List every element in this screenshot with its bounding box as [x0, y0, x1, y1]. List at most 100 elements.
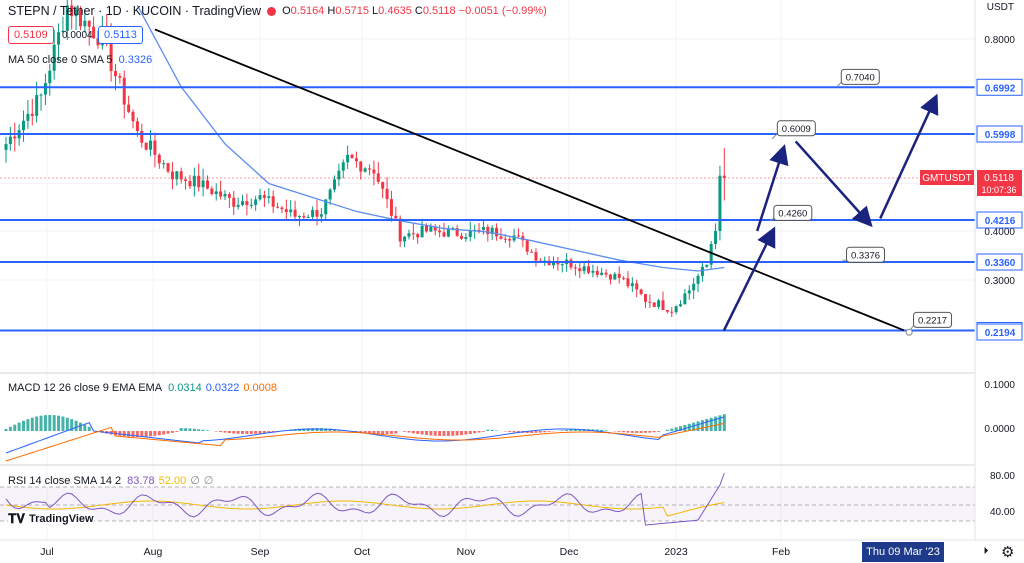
sell-button[interactable]: 0.5109	[8, 26, 54, 44]
macd-bar	[227, 431, 231, 434]
candle-body	[679, 304, 683, 307]
candle-body	[499, 236, 503, 239]
macd-bar	[262, 431, 266, 434]
candle-body	[446, 229, 450, 237]
buy-button[interactable]: 0.5113	[98, 26, 143, 44]
macd-bar	[534, 431, 538, 433]
macd-bar	[57, 415, 61, 431]
projection-arrow	[879, 93, 939, 219]
macd-bar	[420, 431, 424, 435]
macd-legend[interactable]: MACD 12 26 close 9 EMA EMA 0.0314 0.0322 0.…	[8, 382, 278, 394]
macd-bar	[83, 424, 87, 431]
macd-bar	[223, 431, 227, 433]
candle-body	[8, 136, 12, 145]
candle-body	[622, 277, 626, 279]
macd-bar	[630, 431, 634, 433]
macd-bar	[595, 429, 599, 431]
macd-bar	[8, 426, 12, 431]
candle-body	[639, 289, 643, 295]
macd-bar	[442, 431, 446, 436]
symbol-price: 0.5118	[984, 173, 1014, 184]
macd-bar	[438, 431, 442, 436]
macd-bar	[538, 431, 542, 433]
candle-body	[438, 230, 442, 233]
scroll-right-icon[interactable]: ⏵	[983, 545, 989, 557]
macd-bar	[670, 428, 674, 431]
candle-body	[718, 175, 722, 231]
candle-body	[670, 311, 674, 313]
candle-body	[442, 232, 446, 237]
candle-body	[241, 201, 245, 205]
callout-value: 0.7040	[846, 72, 875, 83]
level-value: 0.3360	[985, 258, 1016, 269]
candle-body	[394, 215, 398, 219]
macd-bar	[424, 431, 428, 436]
callout-value: 0.6009	[782, 124, 811, 135]
time-label: Nov	[457, 546, 476, 558]
rsi-ma-line	[5, 500, 725, 517]
candle-body	[683, 293, 687, 305]
candle-body	[78, 9, 82, 27]
level-value: 0.4216	[985, 216, 1016, 227]
rsi-legend[interactable]: RSI 14 close SMA 14 2 83.78 52.00 ∅ ∅	[8, 475, 214, 487]
macd-bar	[188, 428, 192, 431]
macd-bar	[700, 420, 704, 431]
candle-body	[83, 20, 87, 27]
candle-body	[376, 173, 380, 182]
candle-body	[249, 204, 253, 206]
candle-body	[74, 9, 78, 17]
macd-bar	[560, 430, 564, 431]
candle-body	[429, 226, 433, 232]
macd-bar	[516, 431, 520, 433]
candle-body	[227, 194, 231, 198]
macd-bar	[565, 429, 569, 431]
macd-bar	[600, 429, 604, 431]
candle-body	[315, 210, 319, 217]
candle-body	[70, 5, 74, 17]
candle-body	[464, 236, 468, 239]
candle-body	[481, 226, 485, 230]
candle-body	[271, 196, 275, 207]
macd-bar	[411, 431, 415, 434]
sma-line	[136, 5, 725, 272]
macd-bar	[271, 431, 275, 433]
candle-body	[26, 113, 30, 121]
candle-body	[175, 171, 179, 180]
gridlines	[0, 0, 975, 540]
candle-body	[613, 273, 617, 280]
ohlc-values: O0.5164 H0.5715 L0.4635 C0.5118 −0.0051 …	[282, 5, 547, 17]
candle-body	[687, 290, 691, 294]
macd-bar	[22, 420, 26, 431]
candle-body	[43, 83, 47, 95]
macd-bar	[692, 422, 696, 431]
projection-arrow	[794, 140, 873, 228]
ma-legend[interactable]: MA 50 close 0 SMA 5 0.3326	[8, 54, 153, 66]
macd-bar	[403, 431, 407, 432]
macd-bar	[665, 429, 669, 431]
tradingview-icon: 𝐓𝐕	[8, 511, 25, 526]
rsi-band	[0, 487, 975, 521]
candle-body	[122, 77, 126, 105]
candle-body	[359, 161, 363, 172]
macd-bar	[127, 431, 131, 437]
tradingview-logo[interactable]: 𝐓𝐕 TradingView	[8, 511, 94, 527]
candle-body	[398, 218, 402, 242]
candle-body	[495, 227, 499, 237]
trendline	[154, 28, 905, 332]
macd-bar	[486, 429, 490, 431]
level-tag	[976, 253, 1023, 271]
candle-body	[508, 239, 512, 241]
candle-body	[210, 188, 214, 195]
candle-body	[197, 175, 201, 188]
macd-bar	[446, 431, 450, 436]
candle-body	[57, 32, 61, 45]
candle-body	[512, 235, 516, 241]
gear-icon[interactable]: ⚙	[1001, 544, 1015, 561]
candle-body	[635, 283, 639, 290]
candle-body	[556, 262, 560, 265]
currency-label[interactable]: USDT	[986, 2, 1014, 13]
macd-bar	[363, 431, 367, 433]
symbol-title[interactable]: STEPN / Tether · 1D · KUCOIN · TradingVi…	[8, 4, 262, 18]
candle-body	[722, 175, 726, 178]
